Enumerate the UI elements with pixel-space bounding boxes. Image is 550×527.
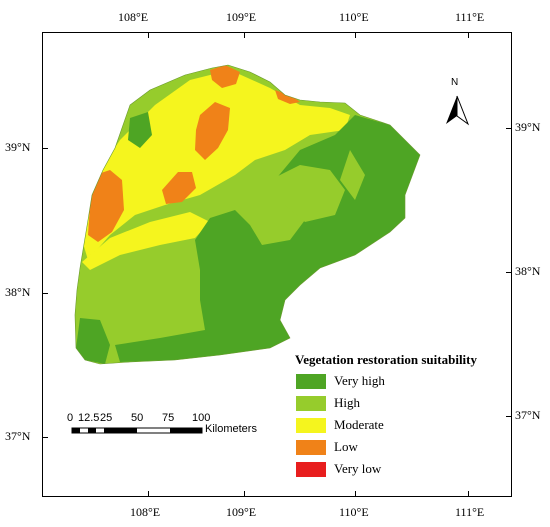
right-tick-label: 39°N — [515, 120, 541, 134]
legend-swatch — [296, 374, 326, 389]
legend-swatch — [296, 396, 326, 411]
scale-number: 25 — [100, 412, 113, 424]
class-low-area — [210, 65, 240, 88]
legend-label: Low — [334, 439, 358, 454]
tick-mark — [148, 32, 149, 38]
scale-number: 50 — [131, 412, 144, 424]
tick-mark — [42, 437, 48, 438]
class-very-high-area — [76, 318, 110, 364]
north-arrow-icon — [446, 95, 470, 126]
scale-number: 75 — [162, 412, 175, 424]
tick-mark — [355, 491, 356, 497]
tick-mark — [42, 293, 48, 294]
bottom-tick-label: 108°E — [130, 505, 161, 519]
legend-title: Vegetation restoration suitability — [295, 352, 477, 367]
left-tick-label: 38°N — [5, 285, 31, 299]
class-moderate-area — [82, 70, 350, 260]
class-low-area — [275, 90, 300, 104]
scale-unit: Kilometers — [205, 423, 257, 435]
class-very-high-area — [128, 112, 152, 148]
class-high-area — [270, 165, 345, 222]
top-tick-label: 108°E — [118, 10, 149, 24]
tick-mark — [506, 128, 512, 129]
legend-swatch — [296, 418, 326, 433]
legend-swatch — [296, 462, 326, 477]
suitability-map — [75, 65, 420, 364]
tick-mark — [244, 491, 245, 497]
region-boundary — [74, 64, 421, 365]
tick-mark — [468, 32, 469, 38]
class-high-area — [340, 150, 365, 200]
tick-mark — [148, 491, 149, 497]
top-tick-label: 110°E — [339, 10, 369, 24]
legend-label: Very low — [334, 461, 382, 476]
left-tick-label: 37°N — [5, 429, 31, 443]
right-tick-label: 37°N — [515, 408, 541, 422]
bottom-tick-label: 111°E — [455, 505, 485, 519]
top-tick-label: 109°E — [226, 10, 257, 24]
bottom-tick-label: 109°E — [226, 505, 257, 519]
legend-label: High — [334, 395, 360, 410]
class-moderate-area — [82, 212, 210, 270]
tick-mark — [244, 32, 245, 38]
tick-mark — [42, 148, 48, 149]
scale-number: 100 — [192, 412, 211, 424]
tick-mark — [506, 272, 512, 273]
legend-label: Very high — [334, 373, 385, 388]
legend-swatch — [296, 440, 326, 455]
tick-mark — [355, 32, 356, 38]
bottom-tick-label: 110°E — [339, 505, 369, 519]
top-tick-label: 111°E — [455, 10, 485, 24]
scale-bar — [71, 427, 203, 434]
north-arrow-label: N — [451, 77, 459, 88]
tick-mark — [506, 416, 512, 417]
right-tick-label: 38°N — [515, 264, 541, 278]
legend-label: Moderate — [334, 417, 384, 432]
class-low-area — [162, 172, 196, 204]
tick-mark — [468, 491, 469, 497]
scale-number: 12.5 — [78, 412, 100, 424]
scale-number: 0 — [67, 412, 74, 424]
class-low-area — [88, 170, 124, 242]
left-tick-label: 39°N — [5, 140, 31, 154]
class-low-area — [195, 102, 230, 160]
